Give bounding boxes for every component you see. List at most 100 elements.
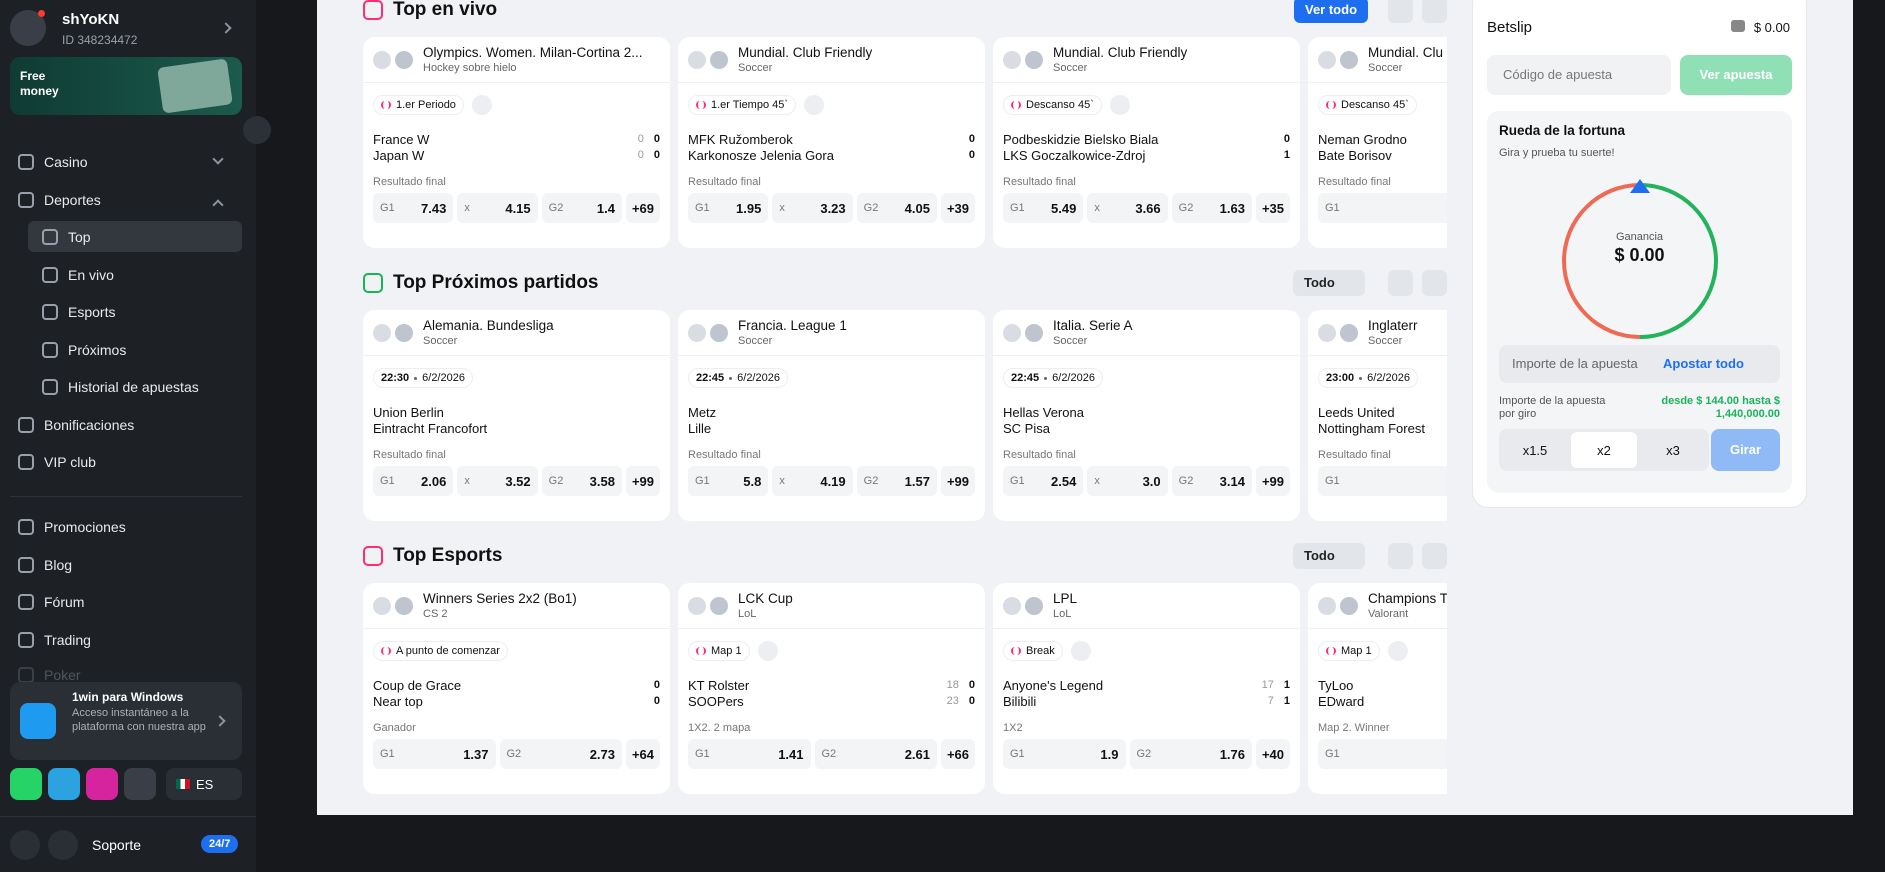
odd-button[interactable]: G2 1.57 — [856, 466, 937, 496]
multiplier[interactable]: x1.5 — [1522, 442, 1548, 458]
odd-button[interactable]: G1 1.95 — [688, 193, 769, 223]
team-row: Bilibili 7 1 — [1003, 693, 1290, 709]
more-markets[interactable]: +69 — [625, 193, 660, 223]
scores: 0 — [1284, 133, 1290, 145]
match-card[interactable]: Champions T Valorant Map 1 TyLoo EDward Map 2… — [1308, 583, 1447, 794]
odd-button[interactable]: G2 3.58 — [541, 466, 622, 496]
more-markets[interactable]: +40 — [1256, 739, 1290, 769]
win-label: Ganancia — [1615, 231, 1664, 243]
spin-button[interactable]: Girar — [1711, 429, 1780, 471]
social-button[interactable] — [10, 768, 42, 800]
nav-item[interactable]: Bonificaciones — [4, 409, 242, 440]
odd-button[interactable]: G11.84 — [1318, 193, 1447, 223]
more-markets[interactable]: +39 — [940, 193, 975, 223]
odd-button[interactable]: G2 1.63 — [1171, 193, 1252, 223]
code-button[interactable]: Ver apuesta — [1680, 55, 1792, 95]
match-card[interactable]: Francia. League 1 Soccer 22:45 6/2/2026 Metz… — [678, 310, 985, 521]
team-name: Hellas Verona — [1003, 404, 1084, 420]
nav-item[interactable]: Poker — [4, 659, 242, 690]
nav-item[interactable]: Top — [28, 221, 242, 252]
chat-button[interactable] — [48, 830, 78, 860]
code-input[interactable]: Código de apuesta — [1487, 55, 1671, 95]
odd-button[interactable]: G1 1.9 — [1003, 739, 1126, 769]
match-card[interactable]: Mundial. Club Friendly Soccer 1.er Tiempo … — [678, 37, 985, 248]
multiplier[interactable]: x2 — [1571, 432, 1637, 468]
odd-button[interactable]: G1 1.41 — [688, 739, 811, 769]
collapse-button[interactable] — [243, 116, 271, 144]
more-markets[interactable]: +64 — [626, 739, 660, 769]
nav-arrow[interactable] — [1388, 543, 1413, 569]
phone-button[interactable] — [10, 830, 40, 860]
nav-item[interactable]: VIP club — [4, 446, 242, 477]
social-button[interactable] — [124, 768, 156, 800]
amount-input[interactable]: Importe de la apuesta — [1499, 345, 1663, 383]
team-logo — [710, 596, 728, 615]
more-markets[interactable]: +99 — [625, 466, 660, 496]
nav-item[interactable]: Trading — [4, 624, 242, 655]
odd-button[interactable]: x 3.23 — [772, 193, 853, 223]
more-markets[interactable]: +99 — [1255, 466, 1290, 496]
odd-button[interactable]: x 4.15 — [457, 193, 538, 223]
match-card[interactable]: Mundial. Clu Soccer Descanso 45` Neman Grod… — [1308, 37, 1447, 248]
match-card[interactable]: Mundial. Club Friendly Soccer Descanso 45`… — [993, 37, 1300, 248]
odd-button[interactable]: G1 7.43 — [373, 193, 454, 223]
odd-button[interactable]: x 3.52 — [457, 466, 538, 496]
section-button[interactable]: Todo — [1293, 270, 1365, 296]
multiplier[interactable]: x3 — [1666, 442, 1680, 458]
match-card[interactable]: LPL LoL Break Anyone's Legend 17 1 Bilibili 7 1 1… — [993, 583, 1300, 794]
social-button[interactable] — [86, 768, 118, 800]
nav-arrow[interactable] — [1422, 543, 1447, 569]
nav-item[interactable]: Esports — [28, 296, 242, 327]
odd-button[interactable]: G2 2.73 — [499, 739, 622, 769]
nav-item[interactable]: Próximos — [28, 334, 242, 365]
odd-button[interactable]: x 4.19 — [772, 466, 853, 496]
odd-button[interactable]: x 3.66 — [1087, 193, 1168, 223]
odd-button[interactable]: G2 4.05 — [856, 193, 937, 223]
nav-arrow[interactable] — [1388, 270, 1413, 296]
section-button[interactable]: Ver todo — [1294, 0, 1369, 23]
nav-item[interactable]: Promociones — [4, 511, 242, 542]
nav-item[interactable]: Blog — [4, 549, 242, 580]
odd-button[interactable]: G2 1.4 — [541, 193, 622, 223]
odd-button[interactable]: G12.13 — [1318, 739, 1447, 769]
odd-button[interactable]: G2 2.61 — [814, 739, 937, 769]
odd-button[interactable]: x 3.0 — [1087, 466, 1168, 496]
odd-button[interactable]: G1 2.06 — [373, 466, 454, 496]
odd-button[interactable]: G1 2.54 — [1003, 466, 1084, 496]
card-header: Alemania. Bundesliga Soccer — [363, 310, 670, 356]
team-row: Karkonosze Jelenia Gora 0 — [688, 147, 975, 163]
more-markets[interactable]: +99 — [940, 466, 975, 496]
social-button[interactable] — [48, 768, 80, 800]
match-card[interactable]: Olympics. Women. Milan-Cortina 2... Hocke… — [363, 37, 670, 248]
odd-button[interactable]: G2 1.76 — [1129, 739, 1252, 769]
promo-banner[interactable]: Free money — [10, 57, 242, 115]
nav-item[interactable]: En vivo — [28, 259, 242, 290]
language-select[interactable]: ES — [166, 768, 242, 800]
more-markets[interactable]: +35 — [1255, 193, 1290, 223]
odd-button[interactable]: G1 1.37 — [373, 739, 496, 769]
match-card[interactable]: Alemania. Bundesliga Soccer 22:30 6/2/2026 U… — [363, 310, 670, 521]
nav-item[interactable]: Deportes — [4, 184, 242, 215]
nav-arrow[interactable] — [1422, 270, 1447, 296]
match-card[interactable]: Winners Series 2x2 (Bo1) CS 2 A punto de c… — [363, 583, 670, 794]
odd-button[interactable]: G12.21 — [1318, 466, 1447, 496]
nav-item[interactable]: Fórum — [4, 586, 242, 617]
odd-button[interactable]: G2 3.14 — [1171, 466, 1252, 496]
nav-arrow[interactable] — [1388, 0, 1413, 23]
odd-button[interactable]: G1 5.49 — [1003, 193, 1084, 223]
status-pill: Break — [1003, 641, 1063, 661]
odd-value: 3.58 — [589, 473, 615, 489]
all-in-button[interactable]: Apostar todo — [1663, 345, 1780, 383]
odd-button[interactable]: G1 5.8 — [688, 466, 769, 496]
section-button[interactable]: Todo — [1293, 543, 1365, 569]
match-card[interactable]: LCK Cup LoL Map 1 KT Rolster 18 0 SOOPers 23 0 1X… — [678, 583, 985, 794]
nav-item[interactable]: Casino — [4, 146, 242, 177]
card-body: 22:45 6/2/2026 Metz Lille Resultado final G1 5… — [678, 356, 985, 496]
match-card[interactable]: Italia. Serie A Soccer 22:45 6/2/2026 Hellas… — [993, 310, 1300, 521]
nav-arrow[interactable] — [1422, 0, 1447, 23]
app-banner[interactable]: 1win para Windows Acceso instantáneo a la… — [10, 682, 242, 760]
more-markets[interactable]: +66 — [941, 739, 975, 769]
card-body: Break Anyone's Legend 17 1 Bilibili 7 1 1X2 G1 1.… — [993, 629, 1300, 769]
nav-item[interactable]: Historial de apuestas — [28, 371, 242, 402]
match-card[interactable]: Inglaterr Soccer 23:00 6/2/2026 Leeds United… — [1308, 310, 1447, 521]
